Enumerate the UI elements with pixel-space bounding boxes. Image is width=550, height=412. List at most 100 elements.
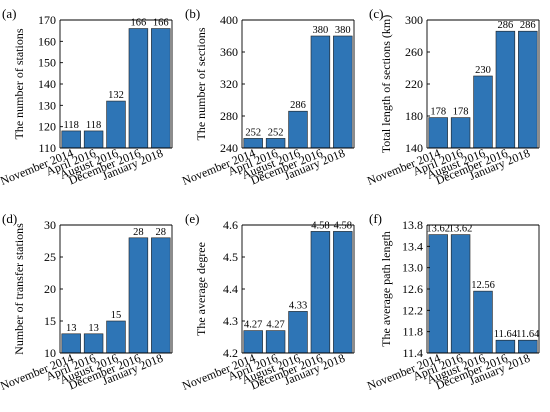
data-label: 15 xyxy=(111,310,122,321)
data-label: 118 xyxy=(64,120,79,131)
bar xyxy=(495,339,516,354)
y-tick-label: 12.2 xyxy=(402,303,423,317)
bar xyxy=(128,28,149,149)
bar xyxy=(473,75,493,149)
bar xyxy=(288,311,308,354)
y-axis-label: The average path length xyxy=(379,231,393,347)
chart-panel: (c)Total length of sections (km) 178 178 23… xyxy=(365,6,540,188)
y-tick-label: 320 xyxy=(220,77,238,91)
bar xyxy=(495,30,516,149)
data-label: 4.33 xyxy=(289,300,307,311)
y-tick-label: 4.5 xyxy=(223,250,238,264)
data-label: 12.56 xyxy=(471,280,495,291)
panel-label: (a) xyxy=(2,6,16,21)
y-tick-label: 360 xyxy=(220,45,238,59)
data-label: 4.58 xyxy=(311,220,329,231)
bar xyxy=(151,237,171,354)
bar xyxy=(310,231,331,354)
panel-label: (b) xyxy=(185,6,200,21)
bar xyxy=(428,117,448,149)
data-label: 166 xyxy=(153,18,169,29)
chart-panel: (e) The average degree 4.27 4.27 4.33 4.58 4.5… xyxy=(180,211,355,393)
bar xyxy=(61,130,81,149)
bar xyxy=(450,117,471,149)
y-tick-label: 10 xyxy=(44,346,56,360)
y-tick-label: 170 xyxy=(38,13,56,27)
y-tick-label: 20 xyxy=(44,282,56,296)
bar xyxy=(128,237,149,354)
bar xyxy=(518,30,538,149)
bar xyxy=(450,234,471,354)
y-tick-label: 12.6 xyxy=(402,282,423,296)
y-tick-label: 130 xyxy=(38,98,56,112)
bar xyxy=(265,330,286,354)
bar xyxy=(83,130,104,149)
data-label: 11.64 xyxy=(516,329,540,340)
panel-label: (e) xyxy=(185,211,199,226)
y-axis-label: The number of stations xyxy=(12,28,26,139)
chart-panel: (d)Number of transfer stations 13 13 15 28 28… xyxy=(0,211,173,393)
data-label: 11.64 xyxy=(494,329,518,340)
bar xyxy=(265,138,286,149)
bar xyxy=(333,231,353,354)
panel-label: (c) xyxy=(369,6,383,21)
bar xyxy=(428,234,448,354)
data-label: 13.62 xyxy=(426,224,450,235)
data-label: 178 xyxy=(453,107,469,118)
chart-panel: (b) The number of sections 252 252 286 380 380… xyxy=(180,6,355,188)
bar xyxy=(518,339,538,354)
y-axis-label: Number of transfer stations xyxy=(12,223,26,355)
bar xyxy=(473,290,493,354)
bar xyxy=(288,110,308,149)
y-axis-label: The average degree xyxy=(194,242,208,336)
y-tick-label: 400 xyxy=(220,13,238,27)
bar xyxy=(106,100,126,149)
data-label: 286 xyxy=(498,20,514,31)
bar xyxy=(106,320,126,354)
data-label: 380 xyxy=(313,25,329,36)
data-label: 166 xyxy=(131,18,147,29)
y-tick-label: 30 xyxy=(44,218,56,232)
data-label: 380 xyxy=(335,25,351,36)
data-label: 4.58 xyxy=(334,220,352,231)
panel-label: (d) xyxy=(2,211,17,226)
y-tick-label: 300 xyxy=(405,13,423,27)
y-tick-label: 140 xyxy=(38,77,56,91)
data-label: 286 xyxy=(520,20,536,31)
y-tick-label: 4.3 xyxy=(223,314,238,328)
data-label: 13 xyxy=(66,323,77,334)
data-label: 13 xyxy=(88,323,99,334)
y-tick-label: 220 xyxy=(405,77,423,91)
y-tick-label: 280 xyxy=(220,109,238,123)
data-label: 28 xyxy=(133,227,144,238)
bar xyxy=(310,35,331,149)
y-tick-label: 13.0 xyxy=(402,261,423,275)
y-tick-label: 15 xyxy=(44,314,56,328)
data-label: 4.27 xyxy=(244,320,262,331)
data-label: 132 xyxy=(108,90,124,101)
y-tick-label: 13.8 xyxy=(402,218,423,232)
y-tick-label: 11.4 xyxy=(402,346,423,360)
bar xyxy=(333,35,353,149)
y-tick-label: 4.2 xyxy=(223,346,238,360)
y-tick-label: 240 xyxy=(220,141,238,155)
y-tick-label: 4.6 xyxy=(223,218,238,232)
data-label: 252 xyxy=(245,127,261,138)
y-tick-label: 11.8 xyxy=(402,325,423,339)
data-label: 286 xyxy=(290,100,306,111)
data-label: 118 xyxy=(86,120,101,131)
data-label: 28 xyxy=(156,227,167,238)
data-label: 252 xyxy=(268,127,284,138)
data-label: 4.27 xyxy=(266,320,284,331)
data-label: 13.62 xyxy=(449,224,473,235)
y-tick-label: 4.4 xyxy=(223,282,238,296)
bar xyxy=(243,330,263,354)
y-tick-label: 160 xyxy=(38,34,56,48)
y-tick-label: 180 xyxy=(405,109,423,123)
y-axis-label: The number of sections xyxy=(194,27,208,140)
data-label: 230 xyxy=(475,65,491,76)
y-tick-label: 140 xyxy=(405,141,423,155)
y-axis-label: Total length of sections (km) xyxy=(379,15,393,153)
